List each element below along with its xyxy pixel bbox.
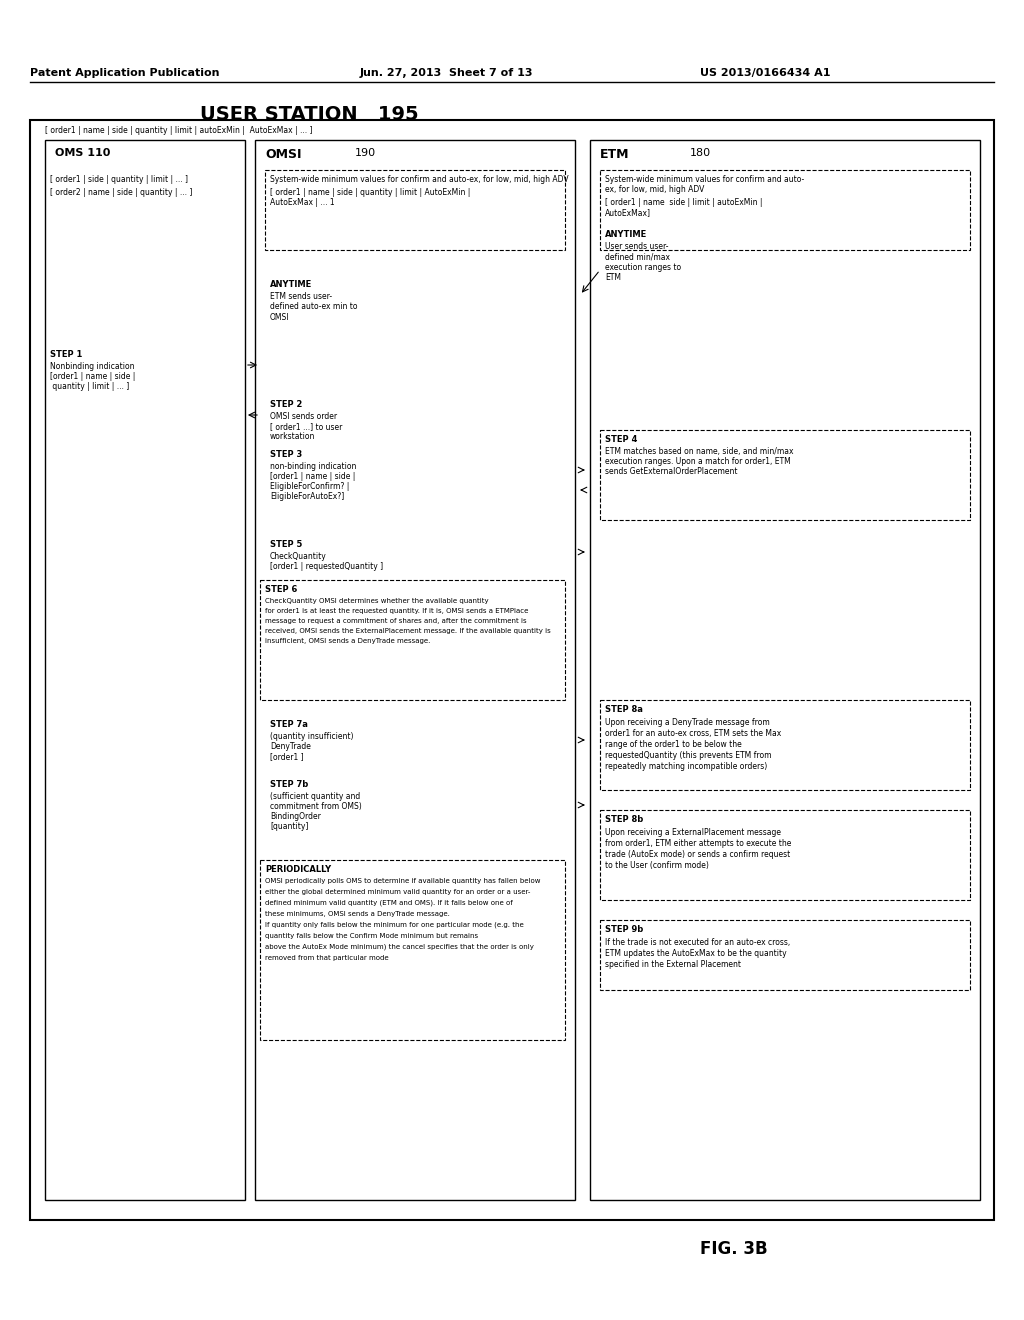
Text: STEP 3: STEP 3 (270, 450, 302, 459)
Text: [order1 | requestedQuantity ]: [order1 | requestedQuantity ] (270, 562, 383, 572)
Bar (600, 920, 970, 990)
Text: specified in the External Placement: specified in the External Placement (605, 960, 741, 969)
Text: CheckQuantity: CheckQuantity (270, 552, 327, 561)
Bar (265, 170, 565, 249)
Text: [ order1 | name | side | quantity | limit | autoExMin |  AutoExMax | ... ]: [ order1 | name | side | quantity | limi… (45, 125, 312, 135)
Text: [ order1 ...] to user: [ order1 ...] to user (270, 422, 342, 432)
Text: OMS 110: OMS 110 (55, 148, 111, 158)
Text: USER STATION   195: USER STATION 195 (200, 106, 419, 124)
Text: [ order1 | side | quantity | limit | ... ]: [ order1 | side | quantity | limit | ...… (50, 176, 188, 183)
Text: [ order2 | name | side | quantity | ... ]: [ order2 | name | side | quantity | ... … (50, 187, 193, 197)
Text: defined minimum valid quantity (ETM and OMS). If it falls below one of: defined minimum valid quantity (ETM and … (265, 900, 513, 907)
Text: STEP 8b: STEP 8b (605, 814, 643, 824)
Text: System-wide minimum values for confirm and auto-: System-wide minimum values for confirm a… (605, 176, 804, 183)
Text: Nonbinding indication: Nonbinding indication (50, 362, 134, 371)
Text: ETM sends user-
defined auto-ex min to
OMSI: ETM sends user- defined auto-ex min to O… (270, 292, 357, 322)
Text: STEP 9b: STEP 9b (605, 925, 643, 935)
Text: CheckQuantity OMSI determines whether the available quantity: CheckQuantity OMSI determines whether th… (265, 598, 488, 605)
Text: ETM: ETM (600, 148, 630, 161)
Text: received, OMSI sends the ExternalPlacement message. If the available quantity is: received, OMSI sends the ExternalPlaceme… (265, 628, 551, 634)
Text: [quantity]: [quantity] (270, 822, 308, 832)
Text: (quantity insufficient): (quantity insufficient) (270, 733, 353, 741)
Bar (260, 861, 565, 1040)
Bar (600, 170, 970, 249)
Bar (45, 140, 245, 1200)
Text: range of the order1 to be below the: range of the order1 to be below the (605, 741, 741, 748)
Text: System-wide minimum values for confirm and auto-ex, for low, mid, high ADV: System-wide minimum values for confirm a… (270, 176, 568, 183)
Text: requestedQuantity (this prevents ETM from: requestedQuantity (this prevents ETM fro… (605, 751, 771, 760)
Bar (600, 700, 970, 789)
Text: PERIODICALLY: PERIODICALLY (265, 865, 331, 874)
Text: OMSI periodically polls OMS to determine if available quantity has fallen below: OMSI periodically polls OMS to determine… (265, 878, 541, 884)
Text: quantity falls below the Confirm Mode minimum but remains: quantity falls below the Confirm Mode mi… (265, 933, 478, 939)
Text: Upon receiving a DenyTrade message from: Upon receiving a DenyTrade message from (605, 718, 770, 727)
Text: BindingOrder: BindingOrder (270, 812, 321, 821)
Text: quantity | limit | ... ]: quantity | limit | ... ] (50, 381, 129, 391)
Bar (600, 810, 970, 900)
Text: EligibleForConfirm? |: EligibleForConfirm? | (270, 482, 349, 491)
Bar (590, 140, 980, 1200)
Text: STEP 6: STEP 6 (265, 585, 297, 594)
Text: ex, for low, mid, high ADV: ex, for low, mid, high ADV (605, 185, 705, 194)
Text: OMSI: OMSI (265, 148, 301, 161)
Text: 190: 190 (355, 148, 376, 158)
Text: EligibleForAutoEx?]: EligibleForAutoEx?] (270, 492, 344, 502)
Text: ETM updates the AutoExMax to be the quantity: ETM updates the AutoExMax to be the quan… (605, 949, 786, 958)
Text: from order1, ETM either attempts to execute the: from order1, ETM either attempts to exec… (605, 840, 792, 847)
Text: [order1 ]: [order1 ] (270, 752, 304, 762)
Text: non-binding indication: non-binding indication (270, 462, 356, 471)
Text: message to request a commitment of shares and, after the commitment is: message to request a commitment of share… (265, 618, 526, 624)
Text: FIG. 3B: FIG. 3B (700, 1239, 768, 1258)
Text: [ order1 | name  side | limit | autoExMin |: [ order1 | name side | limit | autoExMin… (605, 198, 763, 207)
Text: execution ranges. Upon a match for order1, ETM: execution ranges. Upon a match for order… (605, 457, 791, 466)
Text: If quantity only falls below the minimum for one particular mode (e.g. the: If quantity only falls below the minimum… (265, 921, 523, 928)
Text: OMSI sends order: OMSI sends order (270, 412, 337, 421)
Bar (600, 430, 970, 520)
Bar (30, 120, 994, 1220)
Text: insufficient, OMSI sends a DenyTrade message.: insufficient, OMSI sends a DenyTrade mes… (265, 638, 430, 644)
Text: [order1 | name | side |: [order1 | name | side | (50, 372, 135, 381)
Text: Upon receiving a ExternalPlacement message: Upon receiving a ExternalPlacement messa… (605, 828, 781, 837)
Text: STEP 8a: STEP 8a (605, 705, 643, 714)
Text: ANYTIME: ANYTIME (270, 280, 312, 289)
Text: order1 for an auto-ex cross, ETM sets the Max: order1 for an auto-ex cross, ETM sets th… (605, 729, 781, 738)
Text: AutoExMax | ... 1: AutoExMax | ... 1 (270, 198, 335, 207)
Text: above the AutoEx Mode minimum) the cancel specifies that the order is only: above the AutoEx Mode minimum) the cance… (265, 944, 534, 950)
Bar (260, 579, 565, 700)
Text: STEP 2: STEP 2 (270, 400, 302, 409)
Text: commitment from OMS): commitment from OMS) (270, 803, 361, 810)
Text: AutoExMax]: AutoExMax] (605, 209, 651, 216)
Text: either the global determined minimum valid quantity for an order or a user-: either the global determined minimum val… (265, 888, 530, 895)
Text: these minimums, OMSI sends a DenyTrade message.: these minimums, OMSI sends a DenyTrade m… (265, 911, 450, 917)
Text: 180: 180 (690, 148, 711, 158)
Text: sends GetExternalOrderPlacement: sends GetExternalOrderPlacement (605, 467, 737, 477)
Text: ETM matches based on name, side, and min/max: ETM matches based on name, side, and min… (605, 447, 794, 455)
Text: for order1 is at least the requested quantity. If it is, OMSI sends a ETMPlace: for order1 is at least the requested qua… (265, 609, 528, 614)
Text: DenyTrade: DenyTrade (270, 742, 311, 751)
Text: US 2013/0166434 A1: US 2013/0166434 A1 (700, 69, 830, 78)
Text: STEP 1: STEP 1 (50, 350, 82, 359)
Text: trade (AutoEx mode) or sends a confirm request: trade (AutoEx mode) or sends a confirm r… (605, 850, 791, 859)
Text: [ order1 | name | side | quantity | limit | AutoExMin |: [ order1 | name | side | quantity | limi… (270, 187, 470, 197)
Bar (255, 140, 575, 1200)
Text: Jun. 27, 2013  Sheet 7 of 13: Jun. 27, 2013 Sheet 7 of 13 (360, 69, 534, 78)
Text: STEP 7a: STEP 7a (270, 719, 308, 729)
Text: STEP 4: STEP 4 (605, 436, 637, 444)
Text: [order1 | name | side |: [order1 | name | side | (270, 473, 355, 480)
Text: STEP 7b: STEP 7b (270, 780, 308, 789)
Text: removed from that particular mode: removed from that particular mode (265, 954, 389, 961)
Text: ANYTIME: ANYTIME (605, 230, 647, 239)
Text: If the trade is not executed for an auto-ex cross,: If the trade is not executed for an auto… (605, 939, 791, 946)
Text: workstation: workstation (270, 432, 315, 441)
Text: Patent Application Publication: Patent Application Publication (30, 69, 219, 78)
Text: STEP 5: STEP 5 (270, 540, 302, 549)
Text: (sufficient quantity and: (sufficient quantity and (270, 792, 360, 801)
Text: to the User (confirm mode): to the User (confirm mode) (605, 861, 709, 870)
Text: repeatedly matching incompatible orders): repeatedly matching incompatible orders) (605, 762, 767, 771)
Text: User sends user-
defined min/max
execution ranges to
ETM: User sends user- defined min/max executi… (605, 242, 681, 282)
